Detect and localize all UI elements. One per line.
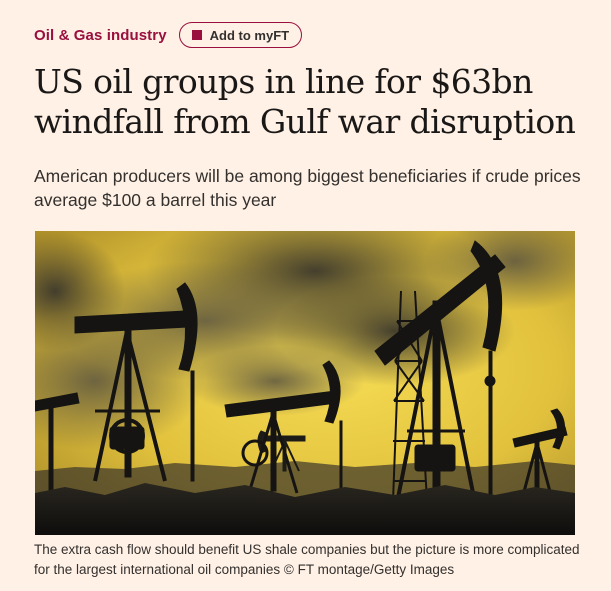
add-to-myft-label: Add to myFT xyxy=(209,27,290,43)
pump-jack-photo xyxy=(35,231,575,535)
pump-jack-left xyxy=(74,282,198,482)
article-image xyxy=(35,231,575,535)
standfirst: American producers will be among biggest… xyxy=(34,166,581,210)
pump-jack-middle xyxy=(224,360,343,494)
image-caption: The extra cash flow should benefit US sh… xyxy=(34,542,580,577)
article-topbar: Oil & Gas industry Add to myFT xyxy=(34,22,303,48)
pump-jack-right xyxy=(374,240,506,504)
add-to-myft-button[interactable]: Add to myFT xyxy=(178,22,303,48)
ground xyxy=(35,483,575,535)
headline: US oil groups in line for $63bn windfall… xyxy=(34,62,576,141)
pump-jack-far-right xyxy=(512,408,568,504)
topic-link[interactable]: Oil & Gas industry xyxy=(34,26,167,44)
myft-square-icon xyxy=(191,30,202,40)
